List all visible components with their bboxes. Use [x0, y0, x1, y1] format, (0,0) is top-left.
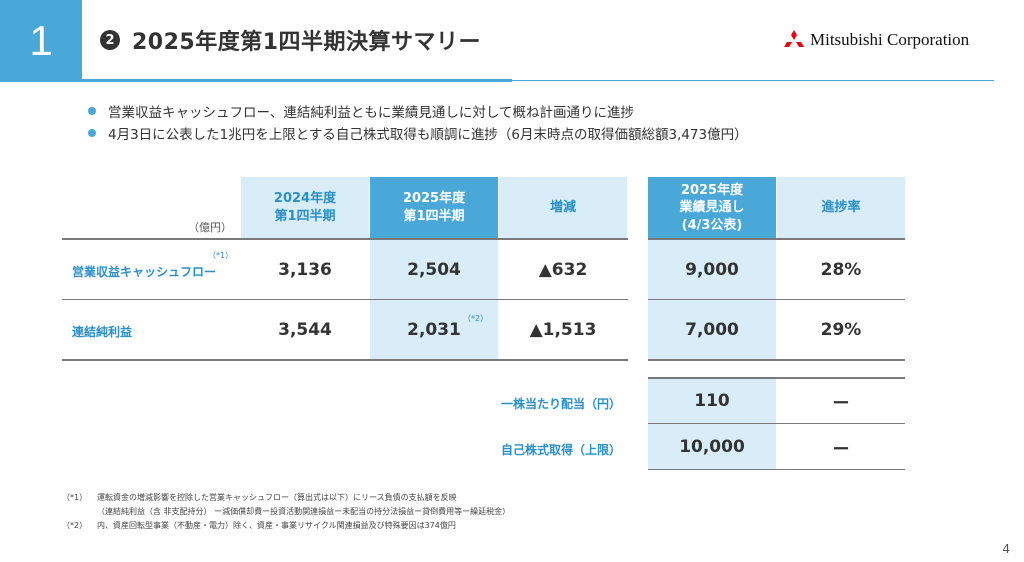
footnote-text: 運転資金の増減影響を控除した営業キャッシュフロー（算出式は以下）にリース負債の支…	[97, 493, 457, 502]
footnote-row: （*1） 運転資金の増減影響を控除した営業キャッシュフロー（算出式は以下）にリー…	[62, 491, 510, 505]
footnotes: （*1） 運転資金の増減影響を控除した営業キャッシュフロー（算出式は以下）にリー…	[62, 491, 510, 533]
table-rule	[648, 238, 905, 240]
value-forecast-row1: 9,000	[685, 259, 739, 280]
header-forecast-line1: 2025年度	[680, 182, 744, 198]
header-progress: 進捗率	[777, 177, 905, 239]
header-progress-label: 進捗率	[821, 200, 861, 216]
header-forecast-line2: 業績見通し	[679, 200, 745, 216]
row-label-operating-cf: 営業収益キャッシュフロー	[72, 265, 217, 279]
forecast-extra-tint	[648, 378, 776, 470]
header-forecast: 2025年度 業績見通し (4/3公表)	[648, 177, 776, 239]
value-forecast-row2: 7,000	[685, 320, 739, 340]
header-change: 増減	[499, 177, 627, 239]
header-underline-accent	[82, 79, 512, 82]
header-fy2025-q1-line1: 2025年度	[402, 191, 466, 207]
company-logo: Mitsubishi Corporation	[783, 30, 969, 50]
page-number: 4	[1002, 542, 1010, 556]
table-rule	[648, 377, 905, 379]
footnote-mark: （*1）	[62, 493, 88, 502]
header-circle-number: 2	[100, 30, 120, 50]
note-marker-2: （*2）	[463, 314, 489, 323]
value-fy2025-row2: 2,031	[407, 320, 461, 340]
header-underline	[512, 80, 994, 81]
summary-bullets: 営業収益キャッシュフロー、連結純利益ともに業績見通しに対して概ね計画通りに進捗 …	[88, 100, 748, 144]
footnote-mark	[62, 505, 97, 519]
bullet-item: 営業収益キャッシュフロー、連結純利益ともに業績見通しに対して概ね計画通りに進捗	[88, 100, 748, 122]
row-label-buyback: 自己株式取得（上限）	[500, 443, 621, 457]
header-fy2025-q1-line2: 第1四半期	[403, 209, 465, 224]
bullet-text: 営業収益キャッシュフロー、連結純利益ともに業績見通しに対して概ね計画通りに進捗	[108, 105, 634, 121]
table-rule	[62, 299, 628, 300]
header-fy2024-q1: 2024年度 第1四半期	[241, 177, 369, 239]
table-rule	[62, 359, 628, 361]
header-fy2024-q1-line1: 2024年度	[273, 191, 337, 207]
value-dividend: 110	[694, 391, 730, 411]
header-fy2025-q1: 2025年度 第1四半期	[370, 177, 498, 239]
table-rule	[648, 299, 905, 300]
row-label-net-income: 連結純利益	[72, 325, 133, 339]
value-progress-row2: 29%	[820, 320, 862, 340]
value-dividend-progress: ー	[832, 393, 850, 414]
page-title: 2025年度第1四半期決算サマリー	[132, 30, 482, 55]
bullet-dot-icon	[88, 129, 96, 137]
value-buyback-progress: ー	[832, 439, 850, 460]
header-forecast-line3: (4/3公表)	[681, 217, 743, 233]
bullet-item: 4月3日に公表した1兆円を上限とする自己株式取得も順調に進捗（6月末時点の取得価…	[88, 122, 748, 144]
value-fy2024-row1: 3,136	[278, 259, 332, 280]
page-header: 2 2025年度第1四半期決算サマリー	[100, 24, 481, 56]
company-logo-text: Mitsubishi Corporation	[810, 30, 970, 49]
bullet-text: 4月3日に公表した1兆円を上限とする自己株式取得も順調に進捗（6月末時点の取得価…	[108, 127, 748, 143]
value-buyback: 10,000	[679, 437, 745, 457]
table-rule	[62, 238, 628, 240]
section-number-box: 1	[0, 0, 82, 82]
table-rule	[648, 359, 905, 361]
value-change-row2: ▲1,513	[529, 320, 597, 340]
value-progress-row1: 28%	[820, 259, 862, 280]
value-change-row1: ▲632	[538, 259, 588, 280]
bullet-dot-icon	[88, 107, 96, 115]
row-label-dividend: 一株当たり配当（円）	[500, 397, 621, 411]
section-number: 1	[29, 17, 53, 64]
footnote-mark: （*2）	[62, 521, 88, 530]
value-fy2025-row1: 2,504	[407, 259, 461, 280]
unit-label: （億円）	[188, 221, 232, 234]
header-fy2024-q1-line2: 第1四半期	[274, 209, 336, 224]
three-diamonds-icon	[784, 30, 804, 47]
footnote-text: （連結純利益（含 非支配持分） ー減価償却費ー投資活動関連損益ー未配当の持分法損…	[97, 507, 511, 516]
header-change-label: 増減	[549, 200, 576, 216]
table-rule	[648, 423, 905, 424]
value-fy2024-row2: 3,544	[278, 320, 332, 340]
footnote-row: （連結純利益（含 非支配持分） ー減価償却費ー投資活動関連損益ー未配当の持分法損…	[62, 505, 510, 519]
note-marker-1: （*1）	[208, 251, 234, 260]
table-rule	[648, 469, 905, 470]
footnote-text: 内、資産回転型事業（不動産・電力）除く、資産・事業リサイクル関連損益及び特殊要因…	[97, 521, 456, 530]
footnote-row: （*2） 内、資産回転型事業（不動産・電力）除く、資産・事業リサイクル関連損益及…	[62, 519, 510, 533]
